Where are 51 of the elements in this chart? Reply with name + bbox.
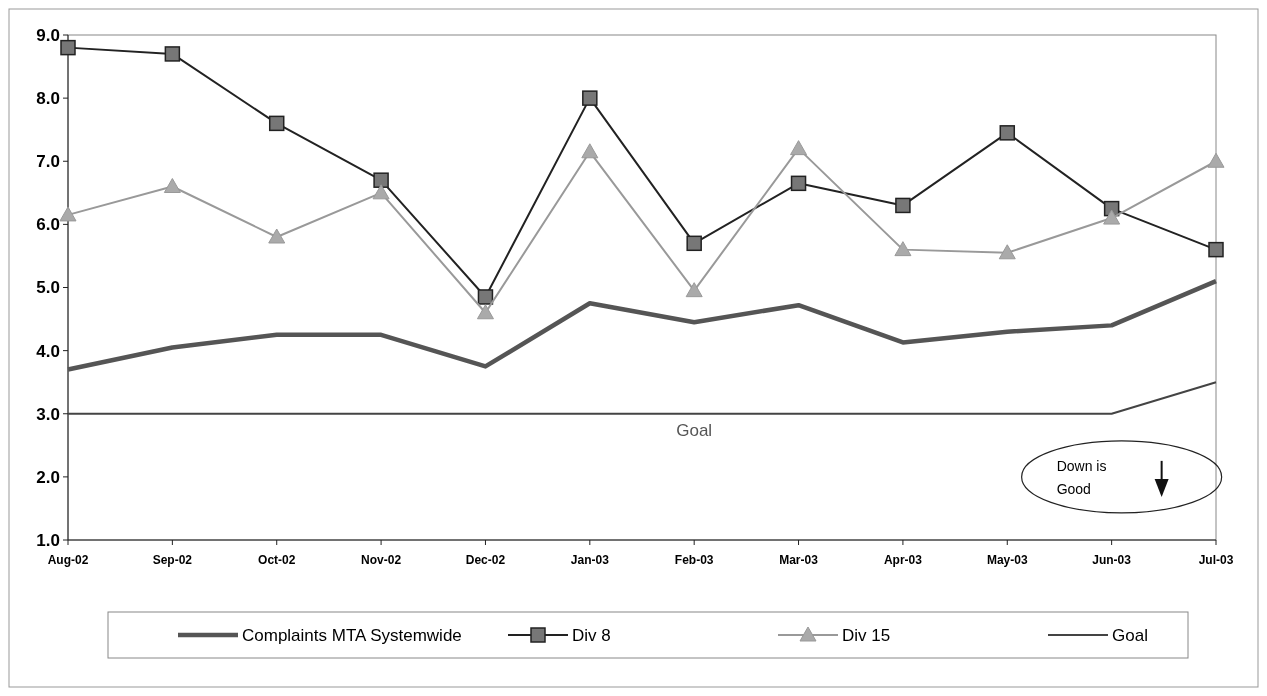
legend-label: Div 8 [572, 625, 611, 645]
point [895, 197, 911, 214]
legend-label: Div 15 [842, 625, 891, 645]
point [476, 304, 494, 320]
point [60, 39, 76, 56]
annotation: Down is Good [1056, 457, 1107, 497]
y-tick-label: 6.0 [36, 215, 60, 235]
point [581, 143, 599, 159]
y-tick-label: 4.0 [36, 341, 60, 361]
x-tick-label: Aug-02 [47, 553, 89, 567]
x-tick-label: Oct-02 [258, 553, 296, 567]
x-tick-label: Sep-02 [152, 553, 193, 567]
x-tick-label: Mar-03 [779, 553, 819, 567]
point [372, 184, 390, 200]
x-tick-label: Apr-03 [883, 553, 923, 567]
point [686, 235, 702, 252]
point [998, 244, 1016, 260]
y-tick-label: 7.0 [36, 152, 60, 172]
point [894, 241, 912, 257]
x-tick-label: Nov-02 [361, 553, 402, 567]
x-tick-label: Jun-03 [1092, 553, 1132, 567]
point [582, 90, 598, 106]
y-tick-label: 5.0 [36, 278, 60, 298]
legend-label: Complaints MTA Systemwide [242, 625, 462, 645]
point [163, 178, 181, 193]
legend-label: Goal [1112, 625, 1148, 645]
point [790, 175, 807, 192]
y-tick-label: 3.0 [36, 404, 60, 424]
y-tick-label: 8.0 [36, 89, 60, 109]
y-tick-label: 9.0 [36, 25, 60, 45]
x-tick-label: Feb-03 [674, 553, 714, 567]
point [59, 206, 77, 222]
x-tick-label: Jul-03 [1198, 553, 1234, 567]
x-tick-label: May-03 [986, 553, 1028, 567]
point [999, 125, 1016, 141]
x-tick-label: Jan-03 [570, 553, 610, 567]
point [164, 46, 181, 62]
point [477, 289, 494, 305]
x-tick-label: Dec-02 [465, 553, 506, 567]
y-tick-label: 1.0 [36, 530, 60, 550]
y-tick-label: 2.0 [36, 467, 60, 487]
line-series [65, 278, 1219, 372]
point [790, 140, 808, 156]
point [268, 228, 286, 244]
point [1208, 241, 1224, 258]
point [373, 172, 389, 188]
point [1103, 209, 1121, 225]
point [1207, 152, 1225, 168]
annotation: Goal [676, 420, 713, 440]
point [685, 282, 703, 298]
point [268, 115, 285, 132]
